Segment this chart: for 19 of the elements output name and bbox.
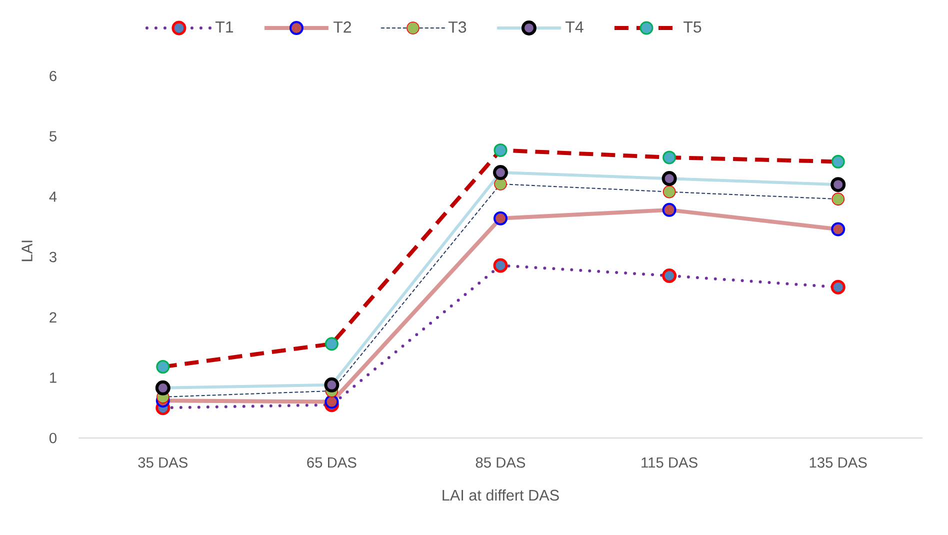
x-tick-label: 35 DAS [138, 457, 188, 468]
x-tick-label: 85 DAS [476, 457, 526, 468]
legend-label: T4 [565, 22, 584, 32]
y-tick-label: 5 [50, 131, 56, 142]
y-axis-title: LAI [22, 240, 32, 262]
legend-label: T2 [333, 21, 351, 33]
x-tick-label: 115 DAS [642, 457, 698, 468]
y-tick-label: 6 [50, 70, 56, 82]
y-tick-label: 2 [50, 312, 56, 322]
legend-label: T5 [684, 22, 702, 33]
legend-label: T1 [215, 22, 234, 32]
y-tick-label: 4 [49, 192, 57, 202]
y-tick-label: 3 [49, 252, 56, 262]
x-tick-label: 135 DAS [810, 457, 867, 468]
y-tick-label: 1 [50, 372, 56, 383]
legend-label: T3 [448, 21, 466, 33]
y-tick-label: 0 [49, 432, 56, 444]
x-tick-label: 65 DAS [307, 457, 356, 468]
x-axis-title: LAI at differt DAS [442, 489, 559, 501]
